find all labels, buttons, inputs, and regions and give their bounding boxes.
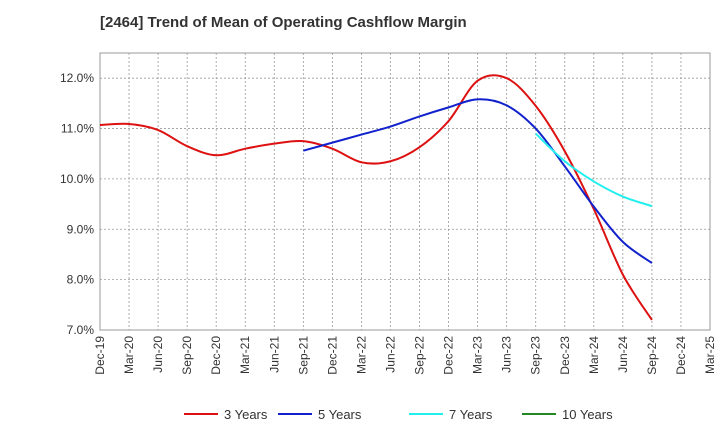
legend-label: 3 Years [224,407,268,422]
y-tick-label: 7.0% [67,323,95,337]
plot-area [99,52,711,331]
x-axis-ticks: Dec-19 Mar-20 Jun-20 Sep-20 Dec-20 Mar-21 Jun-… [93,336,717,375]
x-tick-label: Dec-22 [442,336,456,375]
series-line-3-years [99,74,653,321]
x-tick-label: Jun-21 [267,336,281,373]
x-tick-label: Dec-20 [209,336,223,375]
x-tick-label: Jun-23 [500,336,514,373]
x-tick-label: Dec-23 [558,336,572,375]
x-tick-label: Sep-22 [413,336,427,375]
series-line-5-years [303,98,653,264]
x-tick-label: Mar-24 [587,336,601,374]
legend-label: 7 Years [449,407,493,422]
x-tick-label: Jun-24 [616,336,630,373]
x-tick-label: Sep-23 [529,336,543,375]
grid-layer [99,53,711,331]
y-tick-label: 11.0% [61,122,94,136]
x-tick-label: Sep-24 [645,336,659,375]
series-line-7-years [535,132,653,208]
series-layer [99,74,653,321]
x-tick-label: Dec-19 [93,336,107,375]
legend-label: 5 Years [318,407,362,422]
y-tick-label: 12.0% [60,71,94,85]
chart-title: [2464] Trend of Mean of Operating Cashfl… [100,14,467,31]
y-tick-label: 8.0% [67,273,95,287]
legend: 3 Years 5 Years 7 Years 10 Years [184,407,613,422]
x-tick-label: Sep-21 [296,336,310,375]
x-tick-label: Mar-22 [354,336,368,374]
x-tick-label: Jun-20 [151,336,165,373]
y-axis-ticks: 7.0% 8.0% 9.0% 10.0% 11.0% 12.0% [60,71,94,337]
x-tick-label: Dec-24 [674,336,688,375]
legend-label: 10 Years [562,407,613,422]
x-tick-label: Mar-20 [122,336,136,374]
x-tick-label: Sep-20 [180,336,194,375]
x-tick-label: Mar-21 [238,336,252,374]
x-tick-label: Mar-23 [471,336,485,374]
x-tick-label: Mar-25 [703,336,717,374]
x-tick-label: Jun-22 [383,336,397,373]
x-tick-label: Dec-21 [325,336,339,375]
y-tick-label: 9.0% [67,222,95,236]
y-tick-label: 10.0% [60,172,94,186]
